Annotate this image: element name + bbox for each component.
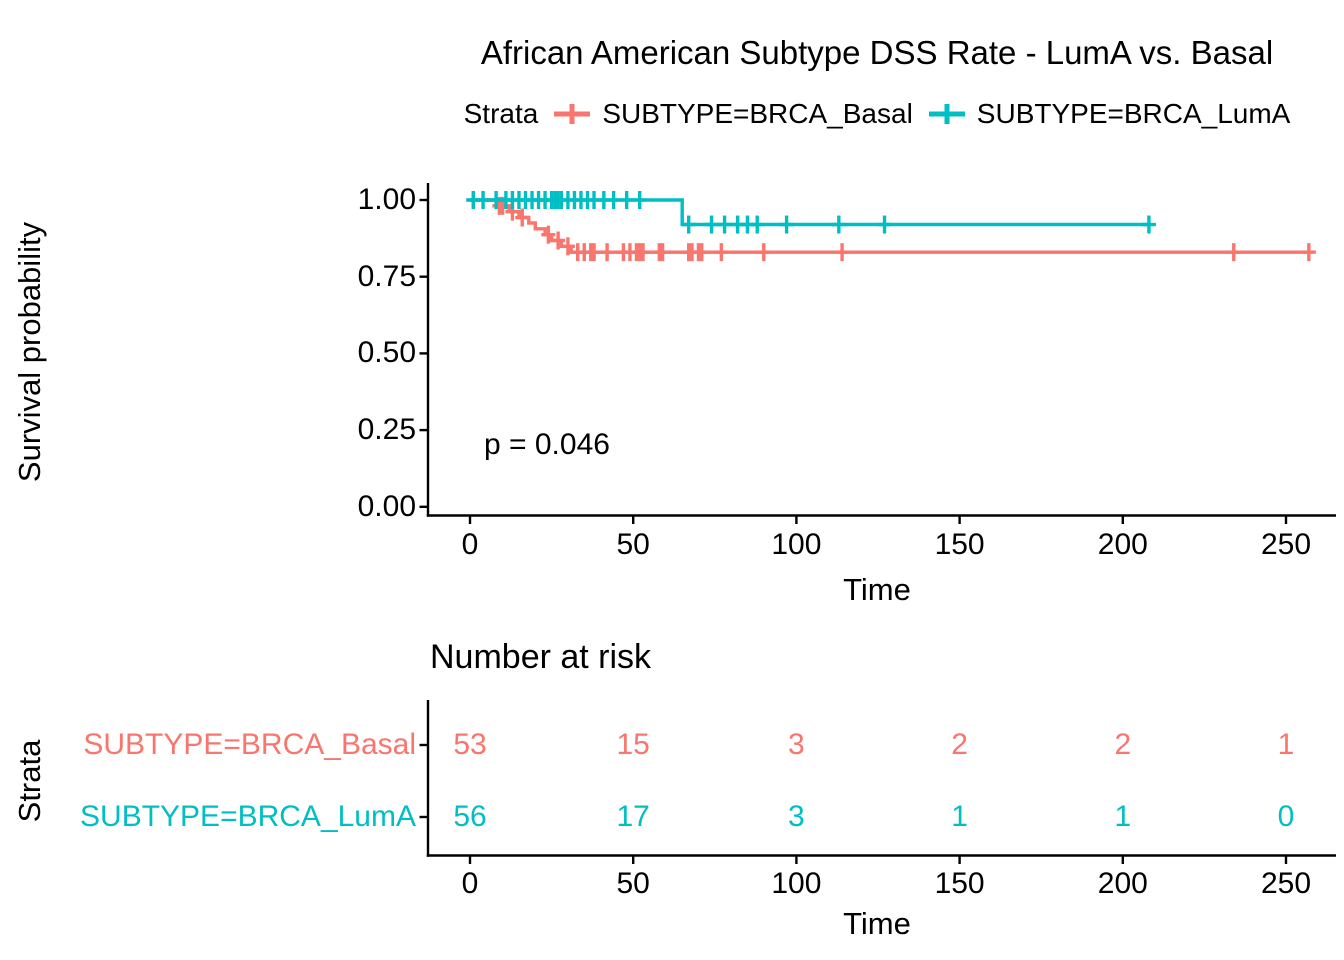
survival-curve-luma [470,198,1149,227]
y-tick-label: 1.00 [357,183,416,216]
risk-row-label: SUBTYPE=BRCA_LumA [80,800,416,833]
risk-count: 17 [616,800,650,833]
x-axis-title-bottom: Time [843,906,911,941]
risk-table-title: Number at risk [430,638,652,676]
risk-x-tick-label: 250 [1260,867,1312,900]
x-axis-title-top: Time [843,572,911,607]
x-tick-label: 250 [1260,528,1312,561]
legend-plus-icon [554,104,591,124]
risk-count: 53 [453,728,487,761]
legend-item-label: SUBTYPE=BRCA_Basal [602,98,913,129]
risk-count: 3 [788,800,805,833]
pvalue-label: p = 0.046 [484,428,610,461]
chart-title: African American Subtype DSS Rate - LumA… [480,34,1274,71]
risk-count: 1 [1277,728,1295,761]
y-tick-label: 0.75 [357,259,416,293]
risk-count: 1 [951,800,968,833]
x-tick-label: 200 [1097,528,1148,561]
legend-item: SUBTYPE=BRCA_LumA [927,98,1291,130]
legend: Strata SUBTYPE=BRCA_Basal SUBTYPE=BRCA_Lu… [418,98,1336,130]
risk-count: 56 [453,800,487,833]
y-tick-label: 0.50 [357,336,416,370]
risk-table-y-axis-title: Strata [12,739,47,823]
risk-count: 3 [788,728,805,761]
risk-count: 0 [1277,800,1295,833]
x-tick-label: 150 [934,528,985,561]
risk-x-tick-label: 150 [934,867,985,900]
risk-row-label: SUBTYPE=BRCA_Basal [83,728,416,761]
y-axis-title: Survival probability [12,221,47,483]
risk-count: 2 [951,728,968,761]
risk-x-tick-label: 0 [461,867,479,900]
legend-item-label: SUBTYPE=BRCA_LumA [976,98,1291,129]
legend-item: SUBTYPE=BRCA_Basal [552,98,913,130]
risk-count: 2 [1114,728,1132,761]
x-tick-label: 50 [616,528,650,561]
risk-count: 1 [1114,800,1132,833]
y-tick-label: 0.25 [357,413,416,447]
risk-x-tick-label: 100 [771,867,822,900]
risk-x-tick-label: 50 [616,867,650,900]
legend-title: Strata [463,98,539,129]
legend-plus-icon [928,104,965,124]
x-tick-label: 0 [461,528,479,561]
risk-x-tick-label: 200 [1097,867,1148,900]
x-tick-label: 100 [771,528,822,561]
risk-count: 15 [616,728,650,761]
y-tick-label: 0.00 [357,489,416,523]
